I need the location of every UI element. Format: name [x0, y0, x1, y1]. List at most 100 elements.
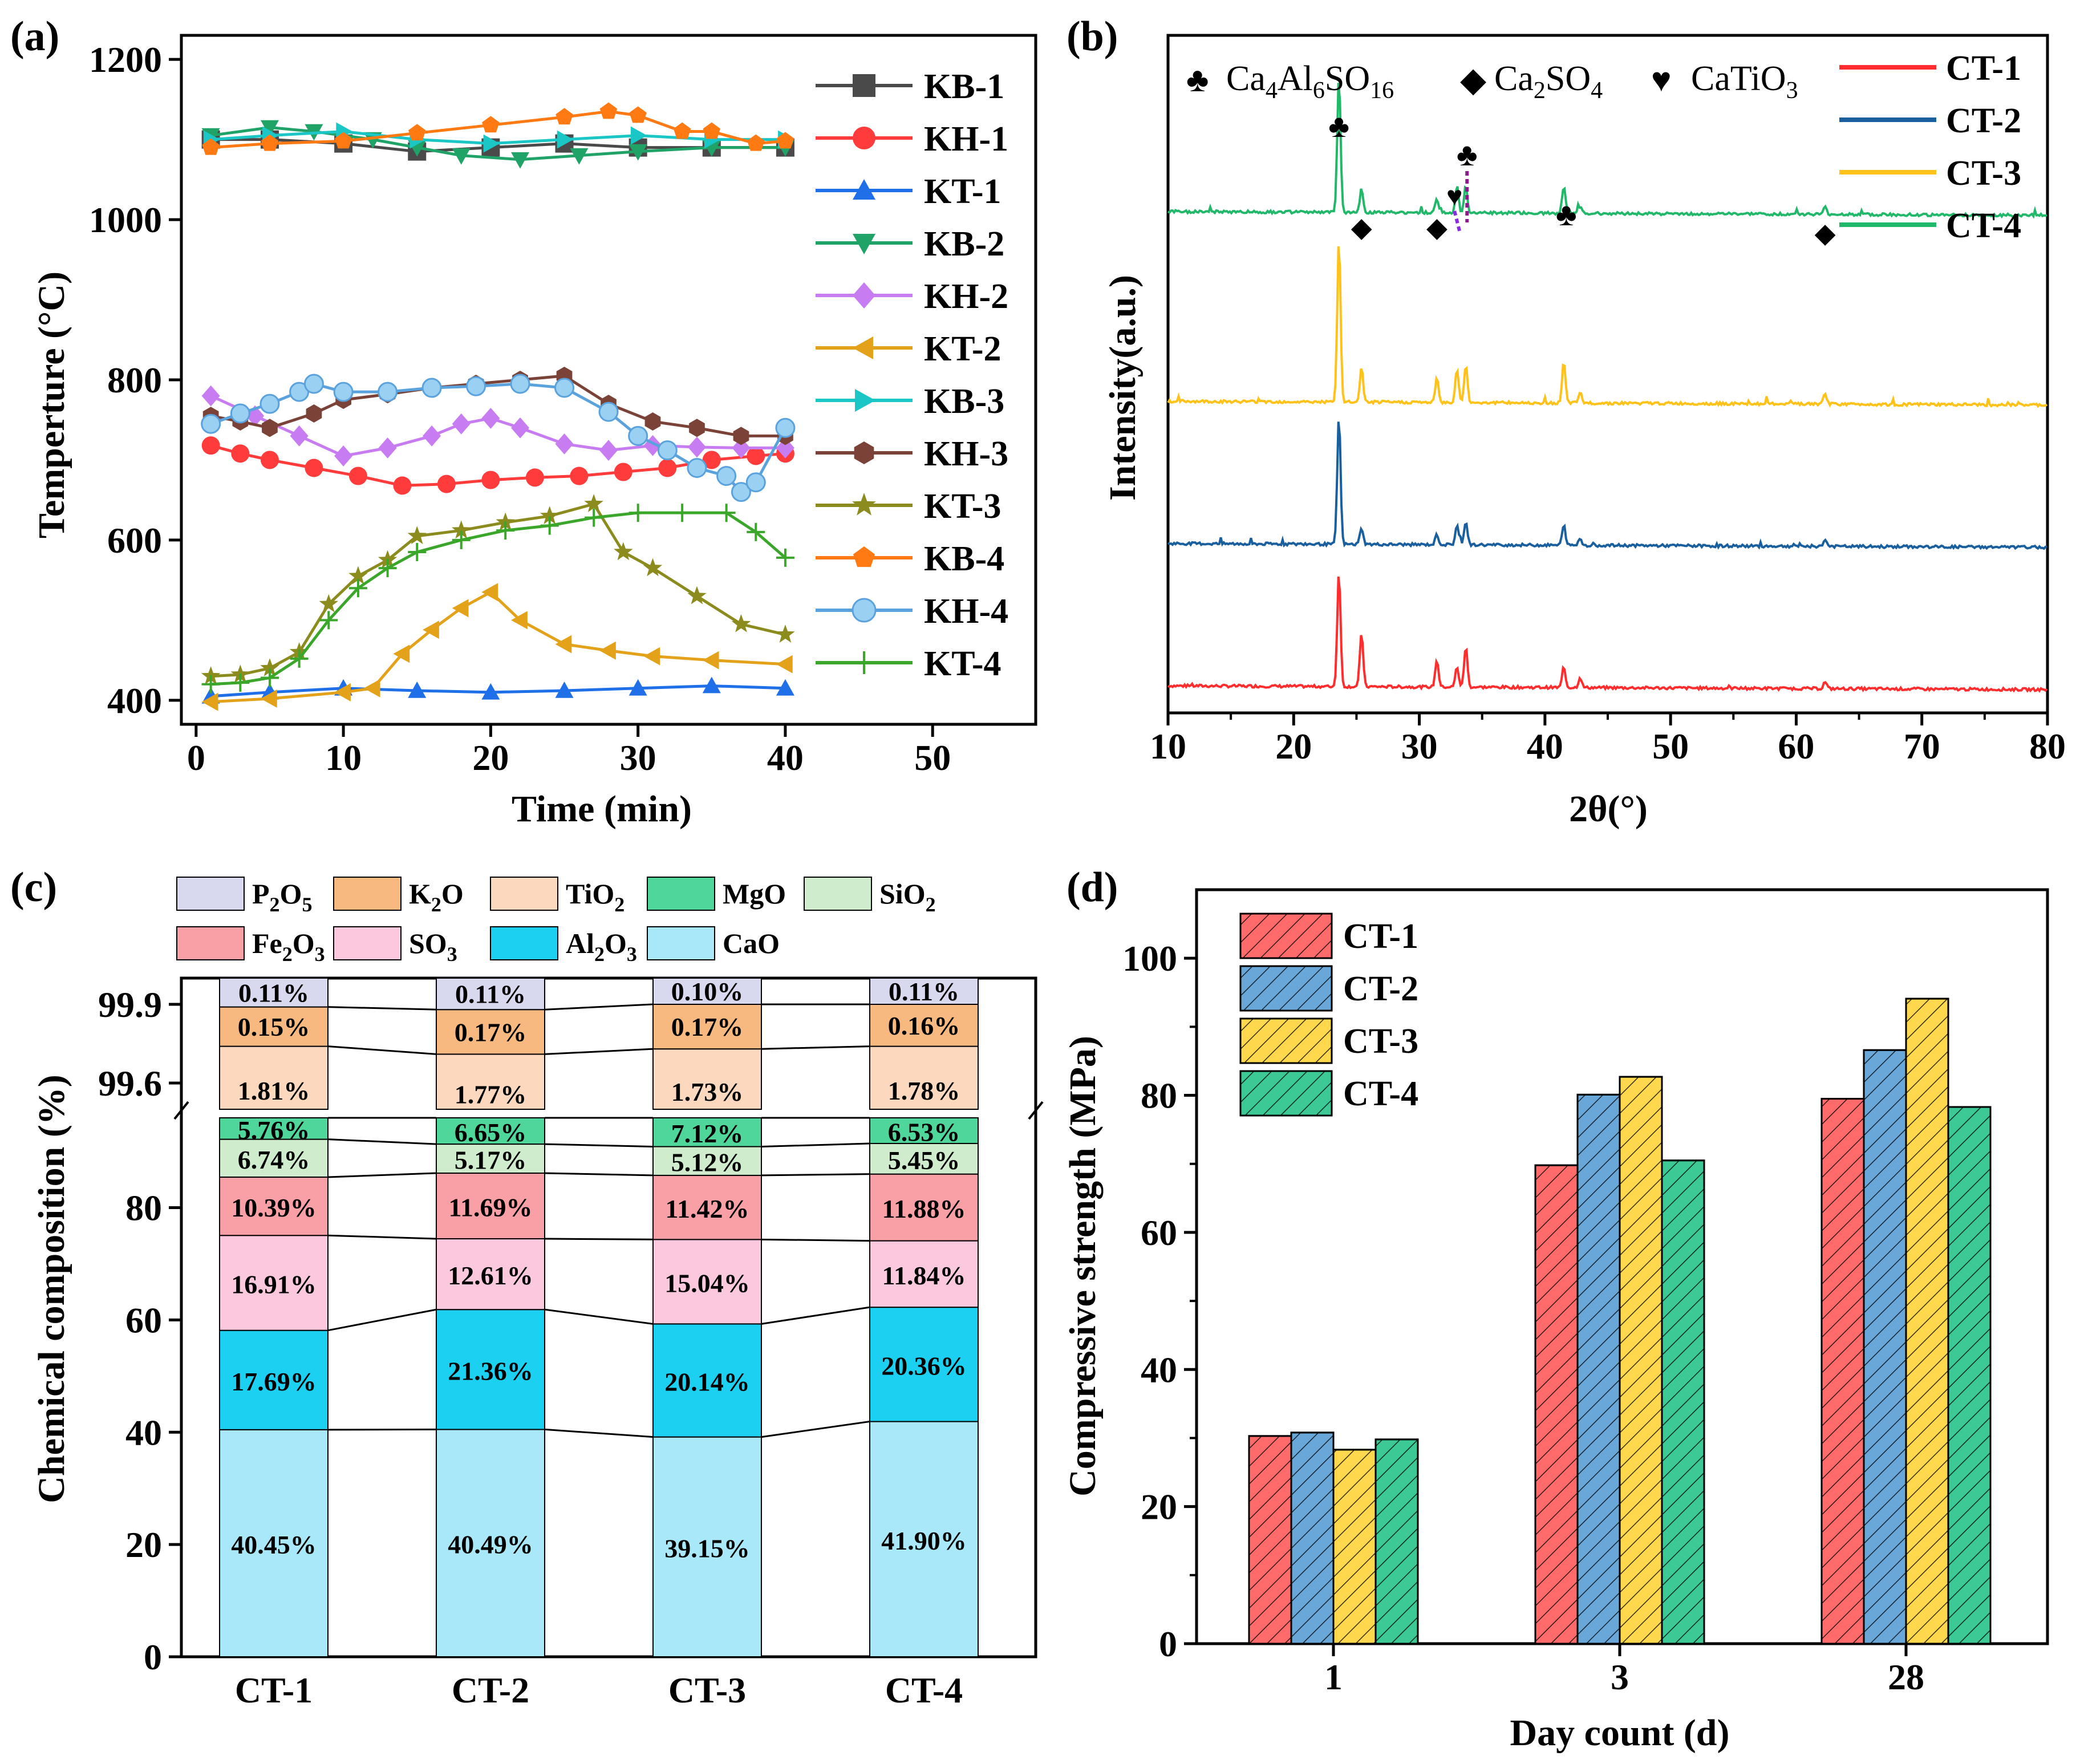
- c-bar-segment-P2O5: [869, 978, 979, 1005]
- a-marker-circle: [305, 459, 323, 477]
- b-peak-leader: [1453, 210, 1461, 232]
- c-connector-line: [761, 1238, 870, 1242]
- a-xtick-label: 50: [914, 737, 951, 778]
- a-series-KH-4: [201, 374, 796, 502]
- panel-c-composition-chart: 0 20 40 60 80 99.6 99.9 40.45% 17.69% 16.91% 10.39…: [98, 877, 1044, 1710]
- d-bar-hatch: [1576, 1093, 1621, 1645]
- c-bar-segment-SiO2: [436, 1143, 545, 1174]
- c-bar-segment-CaO: [436, 1429, 545, 1657]
- c-legend-label-Fe2O3: Fe2O3: [252, 927, 325, 966]
- a-marker-triangle-left: [260, 690, 277, 708]
- a-marker-star: [687, 586, 707, 605]
- c-connector-line: [327, 1308, 437, 1332]
- a-marker-triangle-up: [853, 179, 875, 200]
- d-legend-label: CT-1: [1343, 917, 1418, 956]
- a-marker-shaded-circle: [852, 598, 877, 623]
- b-phase-label-catio3: CaTiO3: [1691, 59, 1798, 104]
- d-category-label: 3: [1611, 1657, 1629, 1697]
- a-marker-triangle-left: [702, 651, 719, 670]
- c-bar-label: 0.16%: [888, 1011, 960, 1040]
- a-marker-hexagon: [306, 404, 322, 423]
- panel-d-strength-chart: 0 20 40 60 80 100 1 3 28 CT-1 CT-2 CT-3 CT-4: [1122, 888, 2049, 1697]
- a-marker-plus: [776, 548, 794, 567]
- a-marker-circle: [231, 444, 250, 463]
- c-legend-label-SiO2: SiO2: [879, 878, 936, 916]
- a-legend-label: KB-4: [924, 540, 1004, 578]
- a-marker-pentagon: [673, 122, 691, 139]
- d-legend-hatch: [1239, 965, 1333, 1012]
- a-marker-triangle-left: [599, 641, 616, 660]
- a-marker-plus: [452, 530, 471, 549]
- d-ytick-label: 100: [1122, 938, 1177, 979]
- b-xtick-label: 10: [1150, 726, 1186, 767]
- a-marker-shaded-circle: [598, 402, 619, 422]
- a-marker-square: [853, 74, 875, 97]
- c-bar-label: 21.36%: [448, 1356, 533, 1385]
- a-marker-shaded-circle: [628, 425, 648, 446]
- a-marker-plus: [717, 504, 736, 522]
- a-marker-plus: [629, 504, 647, 522]
- b-legend-label: CT-1: [1946, 49, 2021, 88]
- c-bar-label: 11.69%: [449, 1193, 533, 1222]
- a-marker-hexagon: [854, 441, 874, 464]
- a-series-KB-4: [202, 102, 794, 155]
- c-bar-label: 39.15%: [664, 1534, 750, 1563]
- c-legend-label-TiO2: TiO2: [566, 878, 625, 916]
- a-marker-circle: [348, 467, 367, 485]
- c-bar-label: 7.12%: [671, 1119, 744, 1148]
- d-bar-hatch: [1619, 1076, 1663, 1645]
- a-marker-pentagon: [202, 138, 220, 155]
- c-bar-label: 20.14%: [664, 1367, 750, 1396]
- a-xtick-label: 0: [187, 737, 205, 778]
- a-marker-circle: [702, 451, 721, 469]
- c-ytick-label: 40: [125, 1412, 162, 1453]
- a-marker-circle: [614, 463, 632, 481]
- a-marker-triangle-up: [555, 682, 574, 698]
- c-connector-line: [544, 1048, 654, 1055]
- a-marker-star: [731, 614, 751, 632]
- b-legend-label: CT-4: [1946, 206, 2021, 245]
- a-marker-plus: [319, 611, 338, 630]
- a-marker-triangle-down: [260, 120, 279, 137]
- c-bar-segment-K2O: [652, 1004, 762, 1050]
- c-legend-swatch-Fe2O3: [176, 926, 245, 960]
- a-marker-plus: [853, 651, 875, 674]
- c-connector-line: [761, 1421, 870, 1438]
- a-marker-triangle-up: [702, 676, 721, 694]
- a-marker-plus: [260, 668, 279, 687]
- a-marker-shaded-circle: [554, 378, 575, 398]
- c-bar-label: 40.45%: [231, 1530, 317, 1559]
- c-bar-label: 11.88%: [882, 1194, 966, 1223]
- c-category-label: CT-3: [668, 1670, 746, 1710]
- a-marker-shaded-circle: [260, 394, 280, 414]
- a-marker-pentagon: [747, 134, 765, 151]
- a-marker-circle: [525, 468, 544, 487]
- a-marker-star: [451, 520, 471, 539]
- a-marker-triangle-up: [776, 679, 794, 696]
- a-marker-shaded-circle: [716, 466, 737, 486]
- a-marker-diamond: [511, 417, 530, 439]
- a-marker-diamond: [599, 440, 618, 461]
- a-marker-pentagon: [599, 102, 618, 119]
- c-legend-label-K2O: K2O: [409, 878, 464, 916]
- a-legend-label: KT-4: [924, 644, 1001, 683]
- d-bar-hatch: [1820, 1098, 1865, 1645]
- b-pattern-CT-1: [1167, 576, 2048, 693]
- c-bar-segment-Al2O3: [436, 1309, 545, 1430]
- a-ytick-label: 400: [107, 680, 162, 721]
- a-marker-triangle-left: [452, 599, 469, 618]
- c-ytick-label: 0: [144, 1637, 162, 1677]
- a-marker-plus: [378, 559, 397, 578]
- c-legend-swatch-MgO: [647, 877, 715, 911]
- d-bar-hatch: [1248, 1435, 1292, 1645]
- c-connector-line: [544, 1143, 654, 1147]
- a-series-KH-2: [201, 385, 794, 467]
- c-bar-segment-P2O5: [652, 978, 762, 1005]
- c-legend-label-P2O5: P2O5: [252, 878, 312, 916]
- c-legend-label-MgO: MgO: [723, 878, 786, 910]
- a-marker-circle: [481, 471, 500, 489]
- c-ytick-label: 20: [125, 1524, 162, 1565]
- d-ylabel: Compressive strength (MPa): [1062, 1036, 1104, 1497]
- b-peak-annotation: ◆: [1815, 218, 1836, 249]
